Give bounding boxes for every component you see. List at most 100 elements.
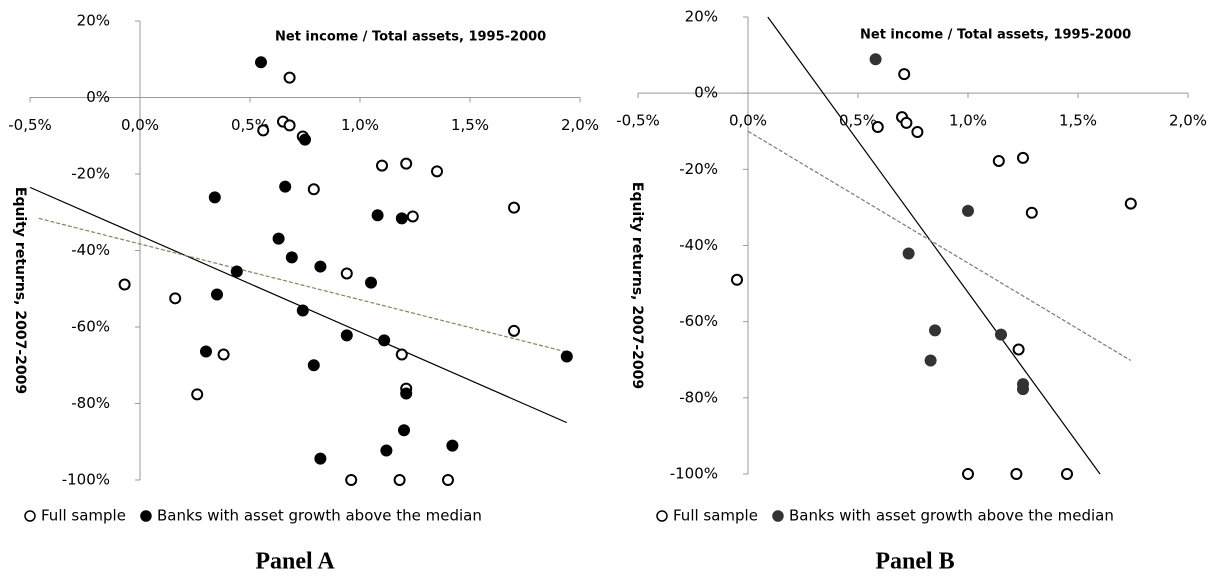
y-tick-label: 20% [685, 8, 718, 26]
point [191, 388, 204, 401]
point [1010, 468, 1023, 480]
point [345, 474, 358, 486]
legend-label: Full sample [673, 507, 758, 525]
legend-marker [24, 510, 36, 522]
point [118, 278, 131, 291]
point [378, 334, 391, 347]
y-tick-label: -100% [670, 465, 718, 483]
y-tick-label: -20% [71, 165, 110, 183]
point [376, 159, 388, 172]
point [560, 350, 573, 363]
y-axis-label: Equity returns, 2007-2009 [12, 187, 28, 394]
point [871, 121, 884, 134]
panel: -0,5% 0,0% 0,5% 1,0% 1,5% 2,0%20%0%-20%-40%-6… [8, 12, 599, 575]
x-tick-label: 0,0% [121, 116, 159, 134]
point [1017, 151, 1029, 164]
point [395, 212, 408, 225]
point [299, 133, 311, 146]
x-tick-label: -0,5% [8, 116, 52, 134]
y-tick-label: 0% [86, 88, 110, 106]
point [446, 439, 459, 452]
point [169, 292, 182, 305]
point [283, 119, 296, 132]
point [1017, 383, 1029, 396]
point [371, 209, 384, 222]
point [296, 304, 309, 317]
point [279, 180, 292, 193]
y-tick-label: 20% [77, 12, 110, 30]
x-tick-label: 0,5% [839, 112, 877, 130]
chart-title: Net income / Total assets, 1995-2000 [860, 28, 1131, 43]
point [992, 154, 1005, 167]
x-tick-label: 1,5% [451, 116, 489, 134]
y-tick-label: -100% [62, 471, 110, 489]
x-tick-label: 1,0% [949, 112, 987, 130]
point [900, 116, 913, 129]
y-tick-label: 0% [694, 84, 718, 102]
point [307, 359, 320, 372]
trend-line [747, 130, 1132, 362]
panel: -0,5% 0,0% 0,5% 1,0% 1,5% 2,0%20%0%-20%-40%-6… [616, 8, 1207, 575]
legend-marker [140, 510, 152, 522]
point [962, 204, 974, 217]
point [393, 474, 406, 486]
point [272, 232, 285, 245]
panel-caption: Panel A [255, 549, 335, 575]
point [340, 329, 353, 342]
point [898, 68, 911, 81]
point [400, 387, 413, 400]
point [314, 260, 327, 273]
point [217, 348, 230, 361]
x-tick-label: -0,5% [616, 112, 660, 130]
point [431, 165, 443, 178]
y-tick-label: -60% [71, 318, 110, 336]
legend-marker [772, 510, 784, 522]
point [314, 452, 327, 465]
point [1012, 343, 1025, 356]
y-tick-label: -20% [679, 160, 718, 178]
x-tick-label: 2,0% [561, 116, 599, 134]
x-tick-label: 1,5% [1059, 112, 1097, 130]
point [1025, 206, 1038, 219]
legend-label: Banks with asset growth above the median [789, 507, 1114, 525]
y-tick-label: -80% [679, 388, 718, 406]
point [1061, 468, 1073, 480]
point [380, 444, 393, 457]
legend-label: Banks with asset growth above the median [157, 507, 482, 525]
point [995, 328, 1007, 341]
point [869, 53, 882, 66]
point [911, 126, 924, 139]
point [200, 345, 212, 358]
point [395, 348, 408, 361]
legend-marker [656, 510, 668, 522]
x-tick-label: 2,0% [1169, 112, 1207, 130]
point [902, 247, 915, 260]
point [508, 324, 520, 337]
point [283, 71, 296, 84]
panel-caption: Panel B [875, 549, 954, 575]
y-axis-label: Equity returns, 2007-2009 [629, 182, 645, 389]
point [962, 468, 974, 480]
point [508, 201, 520, 214]
x-tick-label: 1,0% [341, 116, 379, 134]
point [398, 424, 410, 437]
point [285, 251, 298, 264]
y-tick-label: -60% [679, 312, 718, 330]
legend-label: Full sample [41, 507, 126, 525]
chart-title: Net income / Total assets, 1995-2000 [275, 30, 546, 45]
point [406, 210, 419, 223]
point [340, 267, 353, 280]
point [307, 183, 320, 196]
trend-line [29, 186, 568, 424]
y-tick-label: -40% [679, 236, 718, 254]
point [230, 265, 243, 278]
point [365, 276, 377, 289]
point [257, 124, 270, 137]
point [211, 288, 223, 301]
trend-line [767, 16, 1101, 475]
point [1124, 197, 1137, 210]
point [731, 273, 743, 286]
point [929, 324, 941, 337]
point [442, 474, 454, 486]
